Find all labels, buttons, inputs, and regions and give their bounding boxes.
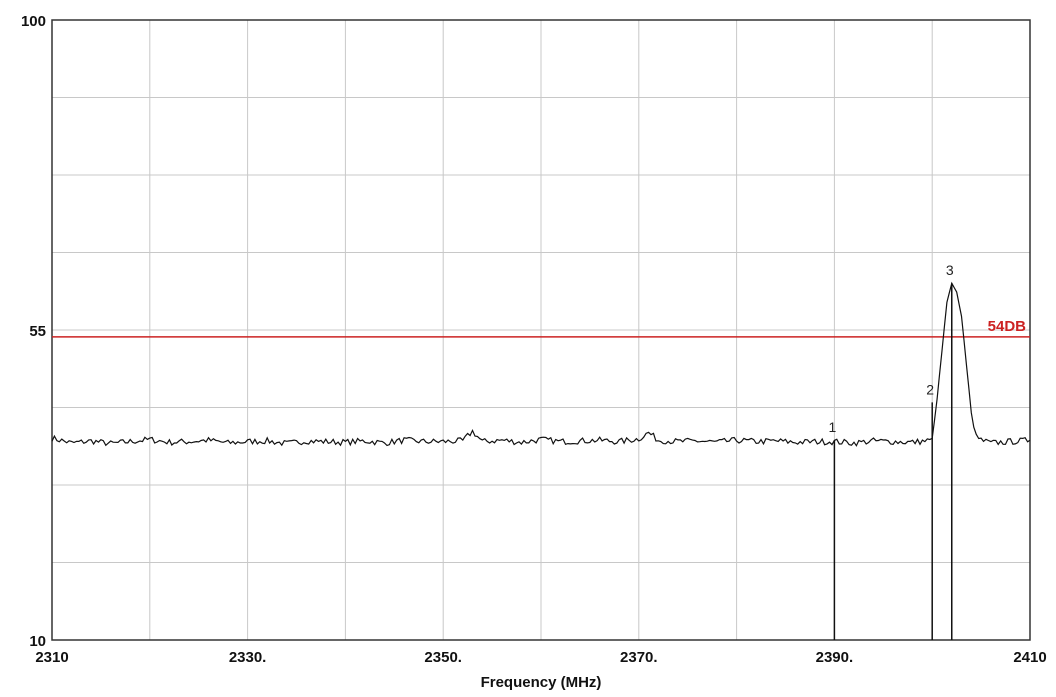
reference-line-group: 54DB <box>52 318 1030 338</box>
x-tick-labels: 2310 2330. 2350. 2370. 2390. 2410 <box>35 649 1046 666</box>
x-tick-label: 2390. <box>816 649 854 666</box>
x-tick-label: 2410 <box>1013 649 1046 666</box>
grid <box>52 20 1030 640</box>
x-tick-label: 2330. <box>229 649 267 666</box>
x-tick-label: 2350. <box>424 649 462 666</box>
y-tick-label: 55 <box>29 323 46 340</box>
marker-label: 2 <box>926 381 934 397</box>
plot-frame <box>51 19 1031 641</box>
reference-line-label: 54DB <box>988 318 1027 335</box>
x-tick-label: 2370. <box>620 649 658 666</box>
y-tick-labels: 10 55 100 <box>21 13 46 650</box>
y-tick-label: 10 <box>29 633 46 650</box>
markers: 1 2 3 <box>829 262 954 640</box>
x-axis-label: Frequency (MHz) <box>481 674 602 691</box>
series-line <box>51 281 1031 447</box>
plot-border <box>51 19 1031 641</box>
x-tick-label: 2310 <box>35 649 68 666</box>
marker-label: 1 <box>829 419 837 435</box>
y-tick-label: 100 <box>21 13 46 30</box>
marker-label: 3 <box>946 262 954 278</box>
